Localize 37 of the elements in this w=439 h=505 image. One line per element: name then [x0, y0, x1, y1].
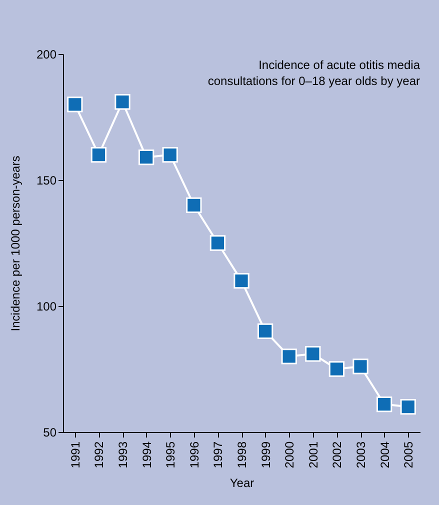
y-tick-label: 100: [36, 300, 57, 314]
point: [90, 146, 107, 163]
point: [376, 396, 392, 412]
x-tick-label: 2004: [378, 441, 392, 468]
point: [234, 272, 250, 289]
point: [281, 348, 297, 364]
text: Incidence of acute otitis media consultations for 0–18 year olds by year: [208, 58, 420, 88]
point: [186, 197, 202, 214]
point: [257, 323, 274, 340]
point: [400, 398, 416, 415]
x-tick-label: 1992: [92, 441, 106, 468]
x-tick-label: 1999: [258, 441, 273, 468]
x-tick-label: 1997: [211, 441, 226, 468]
x-tick-label: 2001: [306, 441, 320, 468]
point: [67, 96, 83, 112]
x-tick-label: 1998: [235, 441, 249, 468]
x-tick-label: 2005: [402, 441, 416, 468]
y-tick-label: 200: [36, 48, 57, 62]
x-tick-label: 2002: [330, 441, 344, 468]
x-tick-label: 1993: [116, 441, 130, 468]
point: [305, 346, 321, 362]
x-axis-title: Year: [230, 476, 254, 490]
y-axis-title: Incidence per 1000 person-years: [8, 156, 22, 332]
y-tick-label: 150: [36, 174, 57, 188]
x-tick-label: 1996: [187, 441, 202, 468]
x-tick-label: 1994: [140, 441, 154, 468]
point: [138, 150, 154, 166]
point: [352, 358, 368, 374]
point: [162, 146, 178, 163]
point: [328, 361, 345, 377]
point: [210, 235, 226, 251]
x-tick-label: 1995: [164, 441, 178, 468]
x-tick-label: 2000: [282, 441, 297, 468]
point: [114, 94, 130, 110]
x-tick-label: 1991: [68, 441, 82, 468]
y-tick-label: 50: [43, 426, 57, 440]
x-tick-label: 2003: [354, 441, 368, 468]
